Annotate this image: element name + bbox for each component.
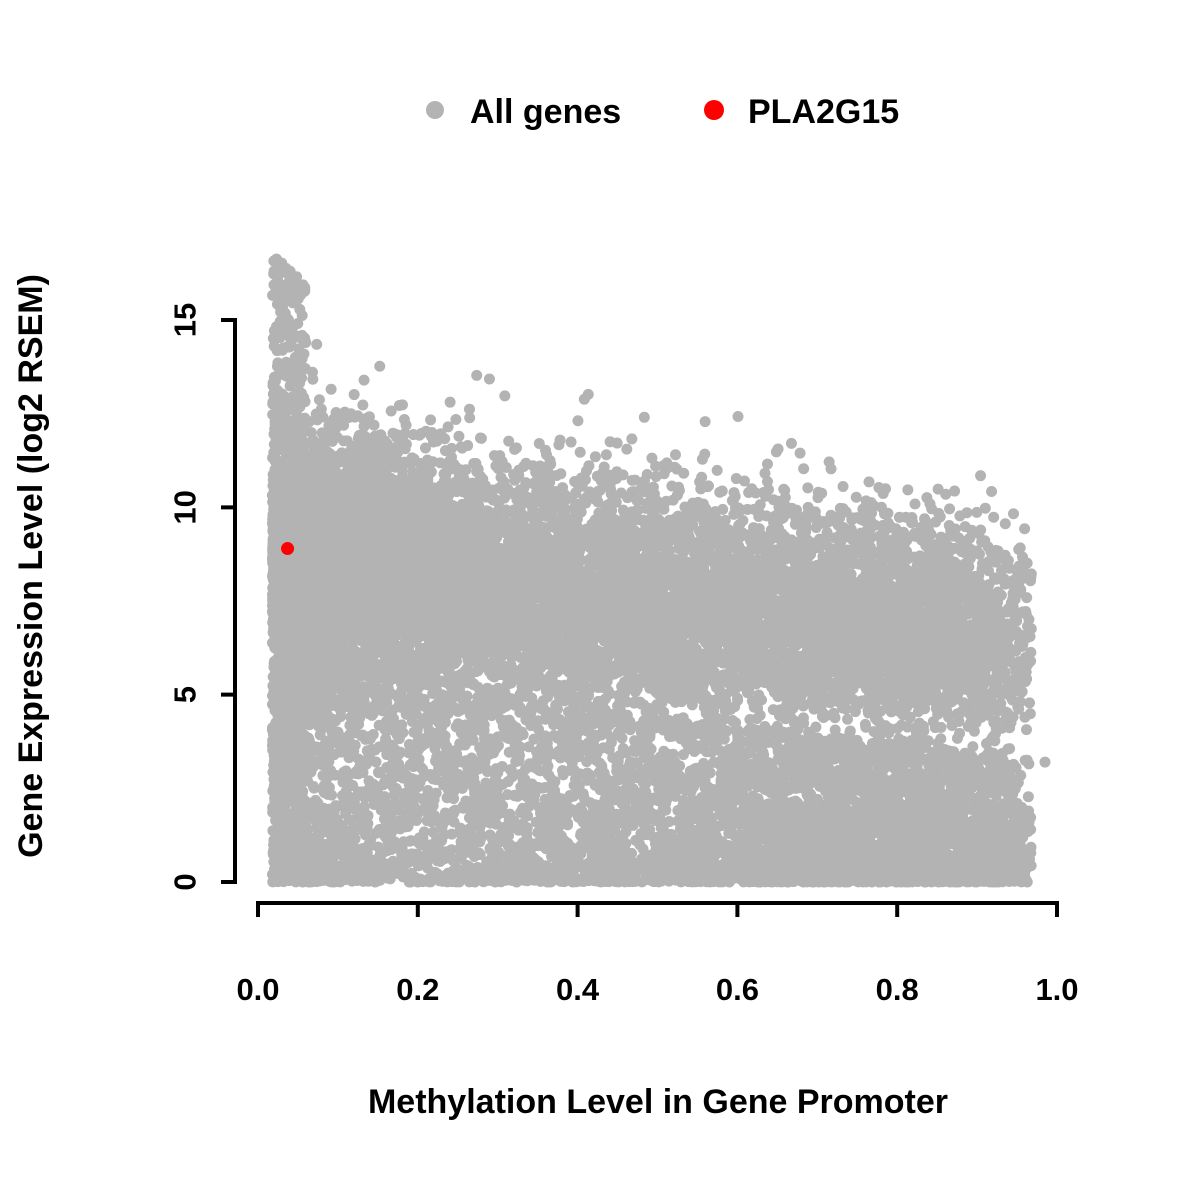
x-axis-line	[256, 901, 1059, 917]
pla2g15-highlight-point	[281, 542, 295, 556]
y-axis: 0 5 10 15	[168, 303, 237, 891]
y-tick-label: 5	[168, 686, 203, 703]
x-tick-label: 0.2	[396, 972, 439, 1007]
x-axis-tick-labels: 0.0 0.2 0.4 0.6 0.8 1.0	[236, 972, 1078, 1007]
legend: All genes PLA2G15	[426, 93, 899, 131]
all-genes-point-cloud	[266, 253, 1051, 888]
x-tick-label: 0.6	[716, 972, 759, 1007]
legend-label-all-genes: All genes	[470, 93, 621, 131]
y-axis-title: Gene Expression Level (log2 RSEM)	[12, 274, 50, 858]
x-tick-label: 0.8	[876, 972, 919, 1007]
y-tick-label: 0	[168, 873, 203, 890]
y-tick-label: 10	[168, 490, 203, 524]
y-tick-label: 15	[168, 303, 203, 337]
gray-dot-marker	[426, 101, 444, 119]
legend-label-pla2g15: PLA2G15	[748, 93, 899, 131]
x-tick-label: 0.4	[556, 972, 600, 1007]
pla2g15-point	[281, 542, 295, 556]
y-axis-tick-labels: 0 5 10 15	[168, 303, 203, 891]
x-axis-title: Methylation Level in Gene Promoter	[368, 1083, 948, 1121]
y-axis-line	[221, 318, 237, 884]
x-axis: 0.0 0.2 0.4 0.6 0.8 1.0	[236, 901, 1079, 1007]
x-tick-label: 1.0	[1035, 972, 1078, 1007]
red-dot-marker	[704, 100, 724, 120]
x-tick-label: 0.0	[236, 972, 279, 1007]
